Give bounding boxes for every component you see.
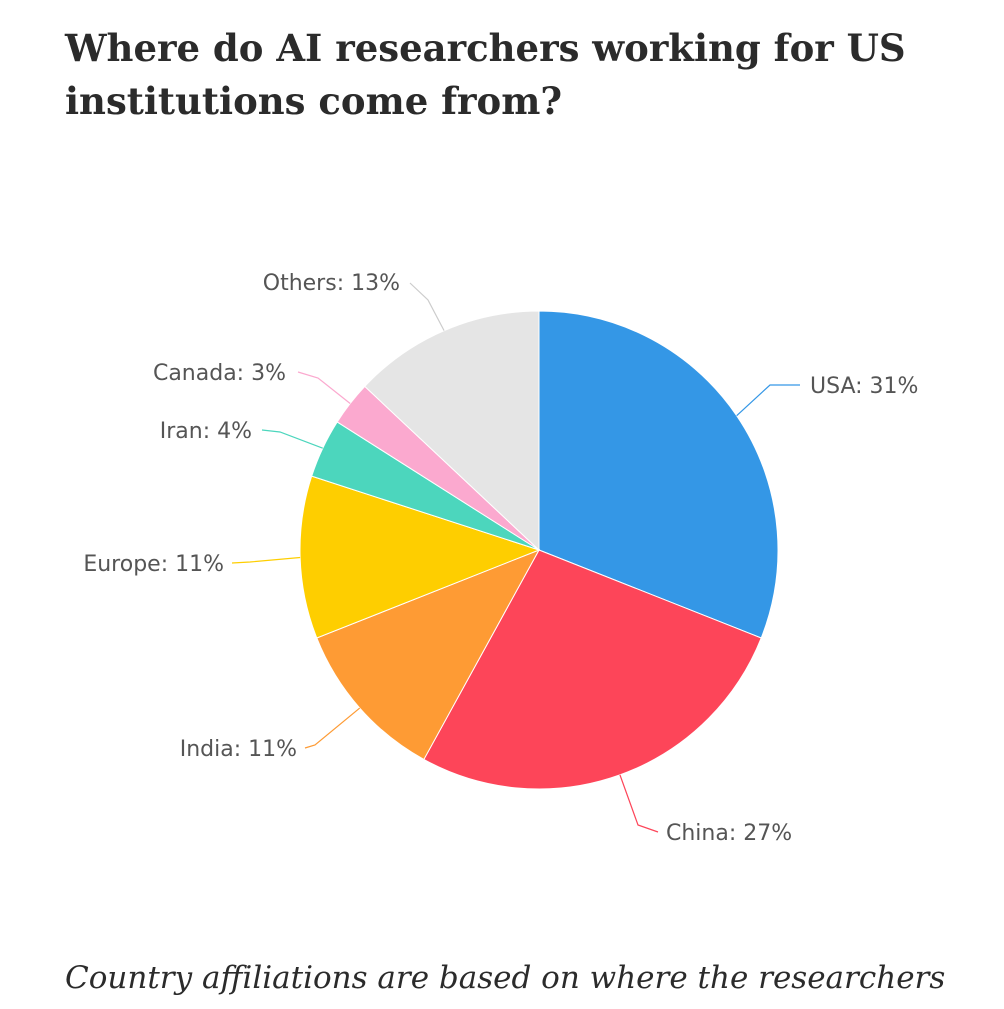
leader-line-china (619, 774, 659, 833)
leader-line-europe (231, 556, 301, 564)
slice-label-europe: Europe: 11% (83, 552, 224, 577)
leader-line-usa (736, 384, 800, 417)
pie-slice-india (316, 549, 541, 761)
slice-label-canada: Canada: 3% (153, 361, 286, 386)
slice-label-others: Others: 13% (263, 271, 400, 296)
leader-line-canada (297, 371, 351, 404)
chart-title: Where do AI researchers working for US i… (65, 26, 906, 123)
slice-label-india: India: 11% (180, 737, 297, 762)
pie-slice-europe (299, 475, 541, 639)
pie-slice-usa (538, 310, 779, 639)
leader-line-india (304, 707, 361, 749)
slice-label-usa: USA: 31% (810, 374, 918, 399)
leader-line-others (409, 282, 445, 331)
pie-chart: USA: 31% China: 27% India: 11% Europe: 11% I… (83, 271, 918, 846)
footnote: Country affiliations are based on where … (65, 960, 946, 996)
slice-label-iran: Iran: 4% (160, 419, 252, 444)
leader-line-iran (261, 429, 323, 449)
slice-label-china: China: 27% (666, 821, 792, 846)
